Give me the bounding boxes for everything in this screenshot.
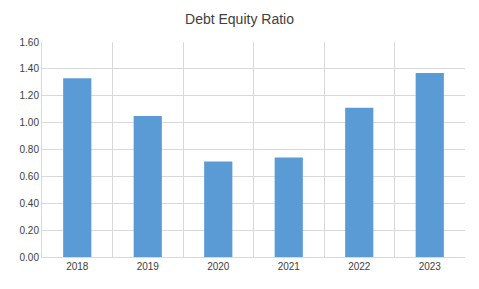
svg-text:1.00: 1.00	[20, 117, 40, 128]
svg-text:2023: 2023	[419, 261, 442, 272]
svg-text:1.60: 1.60	[20, 37, 40, 48]
svg-text:Debt Equity Ratio: Debt Equity Ratio	[185, 11, 294, 27]
svg-text:0.40: 0.40	[20, 198, 40, 209]
svg-text:2021: 2021	[278, 261, 301, 272]
svg-text:0.20: 0.20	[20, 225, 40, 236]
svg-text:2020: 2020	[207, 261, 230, 272]
svg-text:2022: 2022	[348, 261, 371, 272]
svg-text:0.60: 0.60	[20, 171, 40, 182]
svg-text:2019: 2019	[137, 261, 160, 272]
svg-text:0.00: 0.00	[20, 252, 40, 263]
svg-text:1.20: 1.20	[20, 90, 40, 101]
svg-text:1.40: 1.40	[20, 63, 40, 74]
svg-text:2018: 2018	[66, 261, 89, 272]
svg-text:0.80: 0.80	[20, 144, 40, 155]
